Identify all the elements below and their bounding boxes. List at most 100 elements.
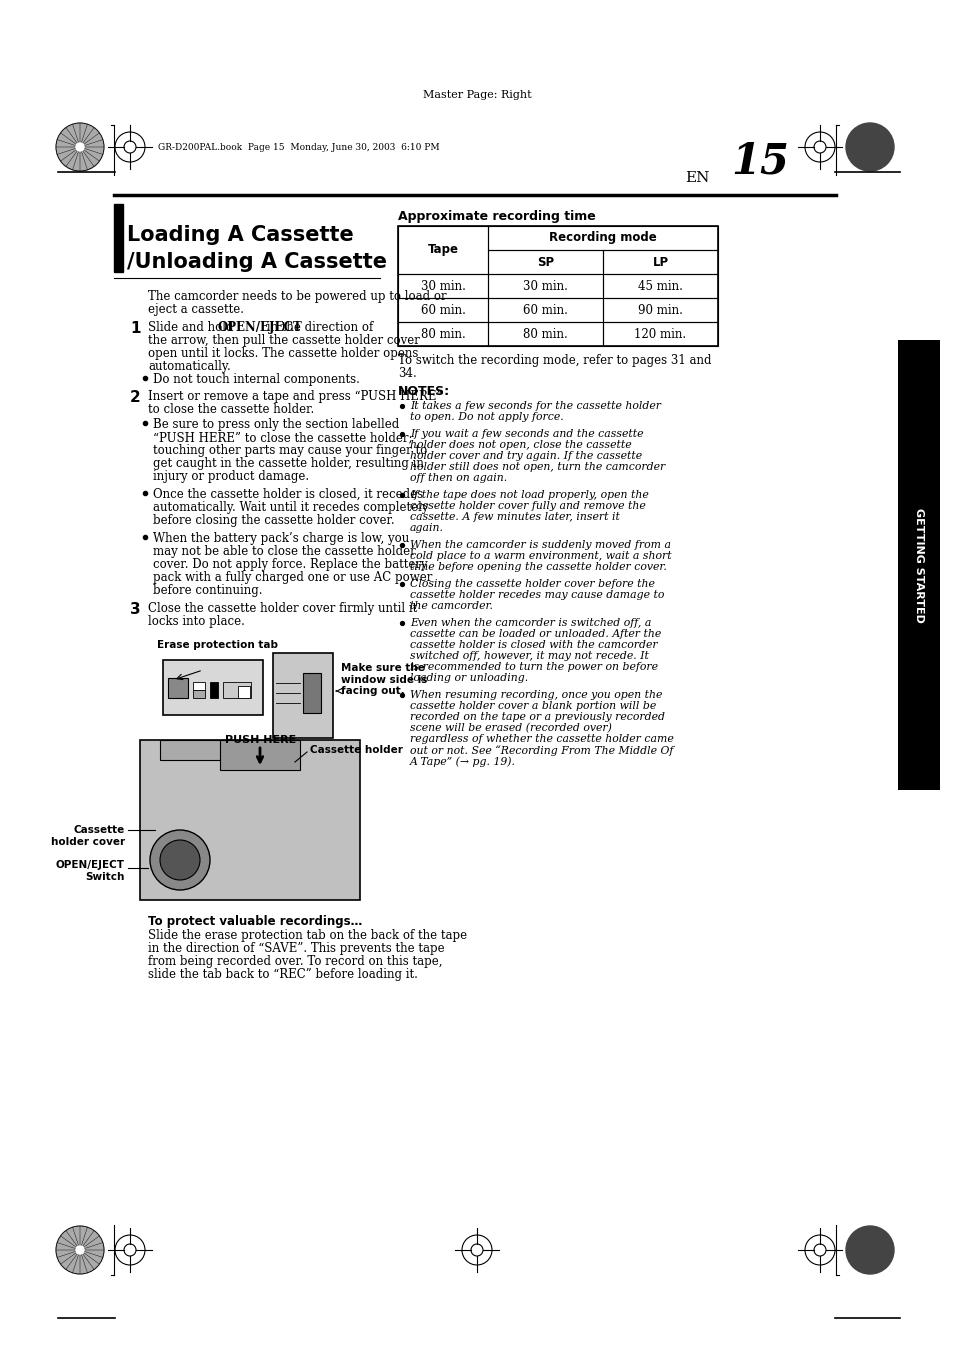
Text: 80 min.: 80 min. (420, 327, 465, 340)
Text: 1: 1 (130, 322, 140, 336)
Text: is recommended to turn the power on before: is recommended to turn the power on befo… (410, 662, 658, 671)
Text: GR-D200PAL.book  Page 15  Monday, June 30, 2003  6:10 PM: GR-D200PAL.book Page 15 Monday, June 30,… (158, 142, 439, 151)
Bar (210, 682, 218, 698)
Text: Be sure to press only the section labelled: Be sure to press only the section labell… (152, 417, 399, 431)
Circle shape (160, 840, 200, 880)
Bar (488, 299, 602, 322)
Text: cold place to a warm environment, wait a short: cold place to a warm environment, wait a… (410, 551, 671, 561)
Text: NOTES:: NOTES: (397, 385, 450, 399)
Text: To protect valuable recordings…: To protect valuable recordings… (148, 915, 362, 928)
Text: If you wait a few seconds and the cassette: If you wait a few seconds and the casset… (410, 430, 643, 439)
Text: to close the cassette holder.: to close the cassette holder. (148, 403, 314, 416)
Text: Make sure the
window side is
facing out.: Make sure the window side is facing out. (340, 663, 427, 696)
Text: get caught in the cassette holder, resulting in: get caught in the cassette holder, resul… (152, 457, 423, 470)
Text: Master Page: Right: Master Page: Right (422, 91, 531, 100)
Bar (193, 682, 205, 690)
Text: EN: EN (685, 172, 709, 185)
Bar (303, 673, 320, 713)
Bar (397, 226, 718, 346)
Bar (602, 274, 718, 299)
Text: GETTING STARTED: GETTING STARTED (913, 508, 923, 623)
Text: Loading A Cassette: Loading A Cassette (127, 226, 354, 245)
Circle shape (845, 123, 893, 172)
Text: recorded on the tape or a previously recorded: recorded on the tape or a previously rec… (410, 712, 664, 721)
Text: off then on again.: off then on again. (410, 473, 507, 484)
Text: Closing the cassette holder cover before the: Closing the cassette holder cover before… (410, 580, 654, 589)
Bar (220, 740, 299, 770)
Text: from being recorded over. To record on this tape,: from being recorded over. To record on t… (148, 955, 442, 969)
Circle shape (845, 1225, 893, 1274)
Text: 30 min.: 30 min. (420, 280, 465, 293)
Text: in the direction of: in the direction of (263, 322, 374, 334)
Bar (140, 740, 359, 900)
Bar (237, 686, 250, 698)
Text: holder cover and try again. If the cassette: holder cover and try again. If the casse… (410, 451, 641, 461)
Text: cassette. A few minutes later, insert it: cassette. A few minutes later, insert it (410, 512, 619, 521)
Text: cassette holder cover a blank portion will be: cassette holder cover a blank portion wi… (410, 701, 656, 711)
Text: holder does not open, close the cassette: holder does not open, close the cassette (410, 440, 631, 450)
Text: holder still does not open, turn the camcorder: holder still does not open, turn the cam… (410, 462, 664, 471)
Text: to open. Do not apply force.: to open. Do not apply force. (410, 412, 563, 422)
Text: may not be able to close the cassette holder: may not be able to close the cassette ho… (152, 544, 416, 558)
Circle shape (150, 830, 210, 890)
Text: before closing the cassette holder cover.: before closing the cassette holder cover… (152, 513, 395, 527)
Text: touching other parts may cause your finger to: touching other parts may cause your fing… (152, 444, 427, 457)
Text: PUSH HERE: PUSH HERE (225, 735, 296, 744)
Text: /Unloading A Cassette: /Unloading A Cassette (127, 253, 387, 272)
Text: OPEN/EJECT: OPEN/EJECT (217, 322, 302, 334)
Text: injury or product damage.: injury or product damage. (152, 470, 309, 484)
Text: the camcorder.: the camcorder. (410, 601, 493, 611)
Text: OPEN/EJECT
Switch: OPEN/EJECT Switch (56, 861, 125, 882)
Text: before continuing.: before continuing. (152, 584, 262, 597)
Text: out or not. See “Recording From The Middle Of: out or not. See “Recording From The Midd… (410, 744, 673, 755)
Circle shape (56, 123, 104, 172)
Text: When the camcorder is suddenly moved from a: When the camcorder is suddenly moved fro… (410, 540, 670, 550)
Text: Once the cassette holder is closed, it recedes: Once the cassette holder is closed, it r… (152, 488, 423, 501)
Text: 2: 2 (130, 390, 141, 405)
Bar (223, 682, 251, 698)
Circle shape (56, 1225, 104, 1274)
Text: switched off, however, it may not recede. It: switched off, however, it may not recede… (410, 651, 648, 661)
Text: 45 min.: 45 min. (638, 280, 682, 293)
Text: Erase protection tab: Erase protection tab (157, 640, 278, 650)
Bar (397, 322, 488, 346)
Bar (397, 274, 488, 299)
Text: Close the cassette holder cover firmly until it: Close the cassette holder cover firmly u… (148, 603, 416, 615)
Text: LP: LP (652, 255, 668, 269)
Bar (488, 250, 602, 274)
Text: When resuming recording, once you open the: When resuming recording, once you open t… (410, 690, 661, 700)
Bar (488, 322, 602, 346)
Text: 60 min.: 60 min. (522, 304, 567, 316)
Text: cassette holder recedes may cause damage to: cassette holder recedes may cause damage… (410, 590, 663, 600)
Bar (160, 740, 240, 761)
Text: in the direction of “SAVE”. This prevents the tape: in the direction of “SAVE”. This prevent… (148, 942, 444, 955)
Text: regardless of whether the cassette holder came: regardless of whether the cassette holde… (410, 734, 673, 744)
Bar (602, 250, 718, 274)
Text: A Tape” (→ pg. 19).: A Tape” (→ pg. 19). (410, 757, 516, 766)
Bar (397, 299, 488, 322)
Text: pack with a fully charged one or use AC power: pack with a fully charged one or use AC … (152, 571, 432, 584)
Text: open until it locks. The cassette holder opens: open until it locks. The cassette holder… (148, 347, 418, 359)
Bar (488, 226, 718, 250)
Text: eject a cassette.: eject a cassette. (148, 303, 244, 316)
Text: loading or unloading.: loading or unloading. (410, 673, 528, 684)
Text: If the tape does not load properly, open the: If the tape does not load properly, open… (410, 490, 648, 500)
Text: Insert or remove a tape and press “PUSH HERE”: Insert or remove a tape and press “PUSH … (148, 390, 442, 403)
Text: 15: 15 (730, 141, 788, 182)
Text: cassette holder cover fully and remove the: cassette holder cover fully and remove t… (410, 501, 645, 511)
Bar (273, 653, 333, 738)
Text: Cassette holder: Cassette holder (310, 744, 402, 755)
Text: 30 min.: 30 min. (522, 280, 567, 293)
Text: Slide the erase protection tab on the back of the tape: Slide the erase protection tab on the ba… (148, 929, 467, 942)
Text: Recording mode: Recording mode (549, 231, 657, 245)
Text: 90 min.: 90 min. (638, 304, 682, 316)
Text: cover. Do not apply force. Replace the battery: cover. Do not apply force. Replace the b… (152, 558, 427, 571)
Text: Approximate recording time: Approximate recording time (397, 209, 595, 223)
Text: Cassette
holder cover: Cassette holder cover (51, 825, 125, 847)
Bar (193, 690, 205, 698)
Text: The camcorder needs to be powered up to load or: The camcorder needs to be powered up to … (148, 290, 446, 303)
Text: 60 min.: 60 min. (420, 304, 465, 316)
Text: Tape: Tape (427, 243, 458, 257)
Text: locks into place.: locks into place. (148, 615, 245, 628)
Text: automatically.: automatically. (148, 359, 231, 373)
